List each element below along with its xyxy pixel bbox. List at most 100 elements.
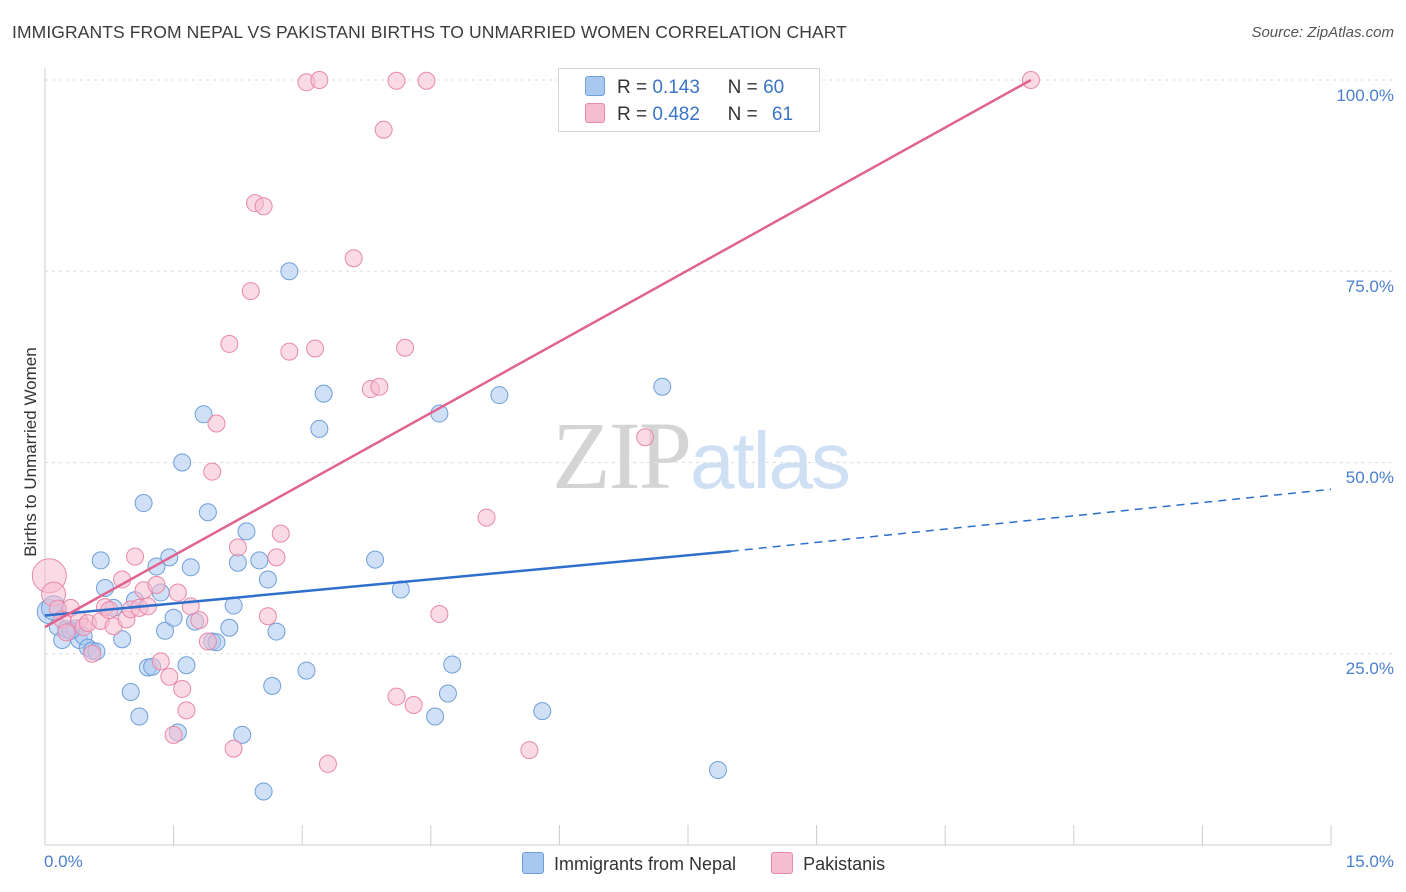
y-tick-100: 100.0% — [1336, 86, 1394, 105]
series-legend: Immigrants from Nepal Pakistanis — [522, 852, 915, 875]
nepal-point — [490, 386, 509, 405]
pakistanis-legend-swatch — [771, 852, 794, 874]
nepal-point — [198, 503, 217, 522]
r-label: R = — [617, 77, 648, 98]
pakistanis-point — [173, 679, 192, 698]
nepal-point — [254, 782, 273, 801]
pakistanis-point — [306, 339, 325, 358]
nepal-point — [438, 684, 457, 703]
nepal-point — [653, 377, 672, 396]
nepal-point — [130, 707, 149, 726]
pakistanis-point — [203, 462, 222, 481]
pakistanis-point — [160, 667, 179, 686]
nepal-point — [533, 702, 552, 721]
chart-source: Source: ZipAtlas.com — [1251, 24, 1394, 41]
nepal-point — [310, 419, 329, 438]
pakistanis-point — [254, 197, 273, 216]
watermark: ZIPatlas — [552, 400, 851, 511]
pakistanis-point — [344, 249, 363, 268]
pakistanis-point — [190, 611, 209, 630]
nepal-point — [113, 630, 132, 649]
y-axis-label-wrap: Births to Unmarried Women — [16, 330, 40, 580]
pakistanis-point — [57, 623, 76, 642]
nepal-point — [366, 550, 385, 569]
pakistanis-point — [220, 334, 239, 353]
pakistanis-point — [198, 632, 217, 651]
nepal-point — [280, 262, 299, 281]
y-tick-50: 50.0% — [1345, 468, 1394, 487]
x-tick-min: 0.0% — [44, 852, 83, 871]
legend-label-pakistanis: Pakistanis — [803, 854, 886, 874]
pakistanis-point — [164, 725, 183, 744]
legend-item-pakistanis: Pakistanis — [771, 852, 885, 875]
nepal-point — [314, 384, 333, 403]
nepal-point — [134, 494, 153, 513]
pakistanis-point — [318, 754, 337, 773]
watermark-atlas: atlas — [690, 416, 851, 505]
nepal-point — [156, 621, 175, 640]
pakistanis-point — [168, 583, 187, 602]
nepal-point — [91, 551, 110, 570]
pakistanis-point — [151, 652, 170, 671]
pakistanis-point — [370, 377, 389, 396]
pakistanis-point — [387, 71, 406, 90]
nepal-point — [233, 725, 252, 744]
stats-row-nepal: R = 0.143 N = 60 — [585, 76, 784, 100]
stats-row-pakistanis: R = 0.482 N = 61 — [585, 103, 793, 127]
watermark-zip: ZIP — [552, 402, 692, 509]
nepal-point — [250, 551, 269, 570]
pakistanis-point — [520, 741, 539, 760]
pakistanis-swatch — [585, 103, 605, 123]
legend-label-nepal: Immigrants from Nepal — [554, 854, 737, 874]
nepal-point — [121, 683, 140, 701]
pakistanis-point — [271, 524, 290, 543]
r-label: R = — [617, 104, 648, 125]
pakistanis-point — [280, 342, 299, 361]
nepal-point — [709, 761, 728, 780]
nepal-point — [164, 608, 183, 627]
nepal-point — [443, 655, 462, 674]
pakistanis-point — [267, 548, 286, 567]
stats-legend: R = 0.143 N = 60 R = 0.482 N = 61 — [558, 68, 820, 132]
nepal-point — [220, 618, 239, 637]
nepal-point — [173, 453, 192, 472]
pakistanis-point — [147, 575, 166, 594]
nepal-point — [177, 656, 196, 675]
nepal-point — [263, 676, 282, 695]
pakistanis-point — [477, 508, 496, 527]
nepal-point — [258, 570, 277, 589]
y-axis-label: Births to Unmarried Women — [21, 347, 40, 557]
pakistanis-point — [126, 547, 145, 566]
pakistanis-point — [417, 71, 436, 90]
pakistanis-point — [310, 71, 329, 89]
nepal-trend-line — [44, 549, 731, 617]
nepal-legend-swatch — [522, 852, 544, 874]
pakistanis-point — [404, 696, 423, 715]
pakistanis-point — [374, 120, 393, 139]
nepal-point — [237, 522, 256, 541]
n-value: 60 — [763, 77, 785, 98]
nepal-swatch — [585, 76, 605, 96]
pakistanis-point — [396, 338, 415, 357]
legend-item-nepal: Immigrants from Nepal — [522, 852, 736, 875]
pakistanis-point — [207, 414, 226, 433]
pakistanis-point — [636, 428, 655, 447]
n-label: N = — [727, 77, 758, 98]
r-value: 0.482 — [652, 104, 700, 125]
y-tick-75: 75.0% — [1345, 277, 1394, 296]
y-tick-25: 25.0% — [1345, 659, 1394, 678]
pakistanis-point — [387, 687, 406, 706]
n-label: N = — [727, 104, 758, 125]
r-value: 0.143 — [652, 77, 700, 98]
pakistanis-trend-line — [44, 78, 1032, 629]
chart-title: IMMIGRANTS FROM NEPAL VS PAKISTANI BIRTH… — [12, 22, 847, 42]
n-value: 61 — [771, 104, 794, 125]
nepal-point — [228, 553, 247, 572]
x-tick-max: 15.0% — [1345, 852, 1394, 871]
pakistanis-point — [258, 607, 277, 626]
nepal-point — [267, 622, 286, 641]
pakistanis-point — [177, 701, 196, 720]
pakistanis-point — [228, 538, 247, 557]
nepal-trend-extension — [730, 488, 1332, 552]
